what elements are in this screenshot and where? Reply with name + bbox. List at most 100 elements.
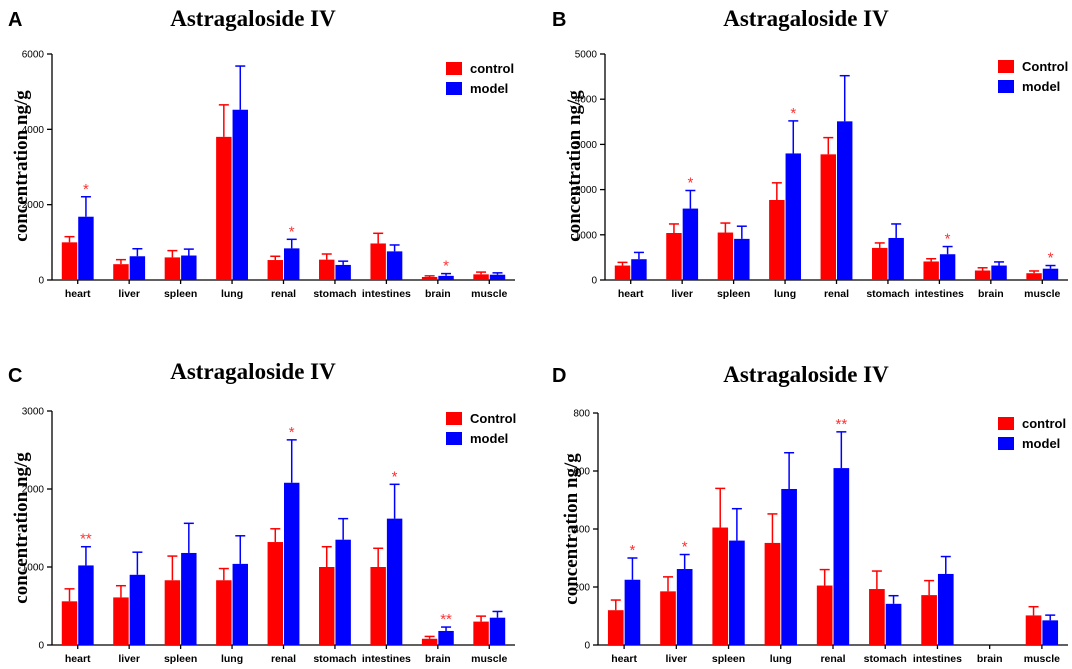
panel-d-bar-model-muscle: [1042, 620, 1059, 645]
panel-c-ylabel: concentration ng/g: [11, 452, 32, 604]
panel-d-category-label: muscle: [1024, 653, 1060, 665]
panel-b-bar-control-spleen: [717, 232, 734, 280]
panel-d-category-label: spleen: [712, 653, 745, 665]
panel-d-category-label: heart: [611, 653, 637, 665]
panel-a: A Astragaloside IV concentration ng/g 0 2000…: [8, 6, 515, 300]
panel-a-significance-heart: *: [83, 181, 89, 198]
panel-b-ytick-label: 0: [591, 276, 597, 287]
panel-d-bar-control-spleen: [712, 527, 729, 645]
panel-b-bar-model-muscle: [1042, 268, 1059, 280]
panel-a-legend-label-model: model: [470, 81, 508, 96]
panel-c-bar-control-brain: [421, 638, 438, 645]
panel-a-bar-model-renal: [284, 248, 300, 280]
panel-c-category-label: muscle: [471, 653, 507, 665]
panel-d-bar-control-intestines: [921, 595, 937, 645]
panel-d-significance-liver: *: [682, 539, 688, 556]
panel-c-bar-model-stomach: [335, 539, 351, 645]
panel-d-category-label: liver: [666, 653, 688, 665]
panel-b-ytick-label: 3000: [575, 140, 598, 151]
panel-c-bar-model-renal: [284, 482, 300, 645]
panel-b-category-label: heart: [618, 288, 644, 300]
panel-d-bar-model-lung: [781, 488, 797, 645]
panel-c-bar-model-spleen: [181, 552, 197, 645]
panel-d-bar-model-spleen: [729, 540, 745, 645]
panel-a-bar-model-intestines: [386, 251, 403, 280]
panel-d-category-label: stomach: [864, 653, 907, 665]
panel-d-legend-swatch-model: [998, 437, 1014, 450]
panel-d-significance-renal: **: [835, 416, 847, 433]
panel-b-letter: B: [552, 9, 566, 31]
panel-a-ytick-label: 6000: [22, 50, 45, 61]
panel-c-bar-model-intestines: [386, 518, 403, 645]
panel-d-bar-model-heart: [624, 579, 641, 645]
panel-c-category-label: renal: [271, 653, 296, 665]
panel-a-ytick-label: 4000: [22, 125, 45, 136]
panel-d-bar-control-lung: [764, 542, 781, 645]
panel-d-ytick-label: 0: [584, 641, 590, 652]
panel-b-significance-lung: *: [790, 105, 796, 122]
panel-c-bar-control-lung: [216, 580, 232, 645]
panel-d-bar-model-liver: [676, 569, 693, 645]
panel-a-legend-label-control: control: [470, 61, 514, 76]
panel-b-legend-swatch-control: [998, 60, 1014, 73]
panel-a-category-label: muscle: [471, 288, 507, 300]
panel-d-ytick-label: 800: [573, 409, 590, 420]
panel-c-ytick-label: 0: [38, 641, 44, 652]
panel-d: D Astragaloside IV concentration ng/g 0 200 4…: [552, 362, 1068, 665]
panel-b-category-label: intestines: [915, 288, 964, 300]
panel-a-bar-control-liver: [113, 264, 129, 280]
panel-b-bar-model-intestines: [939, 254, 956, 280]
panel-c-legend-swatch-control: [446, 412, 462, 425]
panel-d-significance-heart: *: [630, 542, 636, 559]
panel-a-ytick-label: 0: [38, 276, 44, 287]
panel-d-bar-control-stomach: [869, 589, 885, 645]
panel-b-bar-model-renal: [837, 121, 853, 281]
panel-b-bar-model-stomach: [888, 237, 904, 280]
panel-a-bar-model-spleen: [181, 255, 197, 280]
panel-d-bar-control-muscle: [1025, 615, 1042, 645]
panel-a-category-label: heart: [65, 288, 91, 300]
panel-b-significance-intestines: *: [945, 231, 951, 248]
panel-a-ytick-label: 2000: [22, 200, 45, 211]
panel-b-bar-control-stomach: [872, 247, 888, 280]
panel-a-category-label: lung: [221, 288, 243, 300]
panel-c-title: Astragaloside IV: [170, 359, 336, 384]
panel-b-significance-liver: *: [687, 175, 693, 192]
panel-c-bar-model-liver: [129, 574, 146, 645]
panel-c: C Astragaloside IV concentration ng/g 0 1000…: [8, 359, 516, 665]
panel-c-bar-model-heart: [78, 565, 94, 645]
panel-d-bar-model-renal: [833, 468, 850, 645]
panel-c-bar-control-stomach: [319, 567, 335, 645]
panel-d-ytick-label: 200: [573, 583, 590, 594]
panel-b-legend-label-control: Control: [1022, 59, 1068, 74]
panel-a-bar-model-muscle: [489, 274, 506, 280]
panel-b-legend-swatch-model: [998, 80, 1014, 93]
panel-b-bar-model-liver: [682, 208, 699, 280]
panel-d-bar-model-stomach: [885, 603, 902, 645]
panel-a-bar-model-liver: [129, 256, 146, 280]
panel-a-letter: A: [8, 9, 22, 31]
panel-a-category-label: intestines: [362, 288, 411, 300]
panel-b: B Astragaloside IV concentration ng/g 0 1000…: [552, 6, 1068, 300]
panel-b-significance-muscle: *: [1048, 250, 1054, 267]
panel-c-significance-brain: **: [440, 611, 452, 628]
panel-a-category-label: brain: [425, 288, 451, 300]
panel-b-bar-control-lung: [769, 199, 785, 280]
panel-c-ytick-label: 1000: [22, 563, 45, 574]
panel-b-ytick-label: 5000: [575, 50, 598, 61]
panel-c-ytick-label: 3000: [22, 407, 45, 418]
panel-b-bar-model-brain: [991, 265, 1007, 280]
panel-a-bar-control-intestines: [370, 243, 386, 280]
panel-b-category-label: spleen: [717, 288, 750, 300]
panel-c-bar-control-liver: [113, 597, 129, 645]
panel-d-bar-control-liver: [660, 591, 676, 645]
panel-b-ylabel: concentration ng/g: [564, 90, 585, 242]
panel-a-bar-control-brain: [421, 276, 438, 280]
panel-b-title: Astragaloside IV: [723, 6, 889, 31]
panel-d-legend-swatch-control: [998, 417, 1014, 430]
panel-c-category-label: intestines: [362, 653, 411, 665]
panel-a-significance-brain: *: [443, 258, 449, 275]
panel-c-bar-control-heart: [61, 601, 78, 645]
panel-a-category-label: stomach: [313, 288, 356, 300]
